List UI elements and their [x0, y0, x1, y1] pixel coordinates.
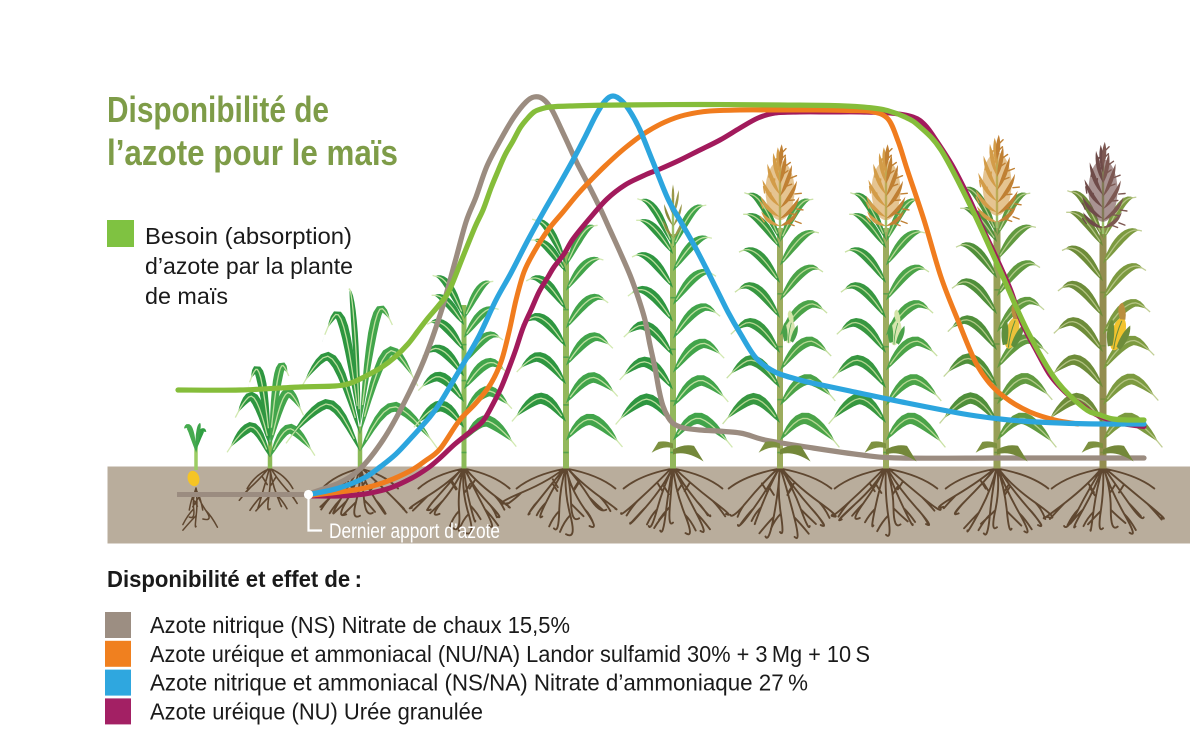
svg-text:Azote uréique et ammoniacal (N: Azote uréique et ammoniacal (NU/NA) Land… [150, 641, 870, 667]
svg-text:Besoin (absorption): Besoin (absorption) [145, 223, 352, 249]
svg-text:Azote uréique (NU) Urée granul: Azote uréique (NU) Urée granulée [150, 698, 483, 724]
svg-text:l’azote pour le maïs: l’azote pour le maïs [107, 132, 398, 173]
svg-text:Disponibilité de: Disponibilité de [107, 89, 329, 130]
svg-text:Azote nitrique (NS) Nitrate de: Azote nitrique (NS) Nitrate de chaux 15,… [150, 612, 570, 638]
svg-text:Azote nitrique et ammoniacal (: Azote nitrique et ammoniacal (NS/NA) Nit… [150, 670, 808, 696]
svg-text:Dernier apport d’azote: Dernier apport d’azote [329, 519, 500, 543]
svg-text:de maïs: de maïs [145, 283, 228, 309]
svg-text:Disponibilité et effet de :: Disponibilité et effet de : [107, 566, 362, 592]
svg-text:d’azote par la plante: d’azote par la plante [145, 253, 353, 279]
